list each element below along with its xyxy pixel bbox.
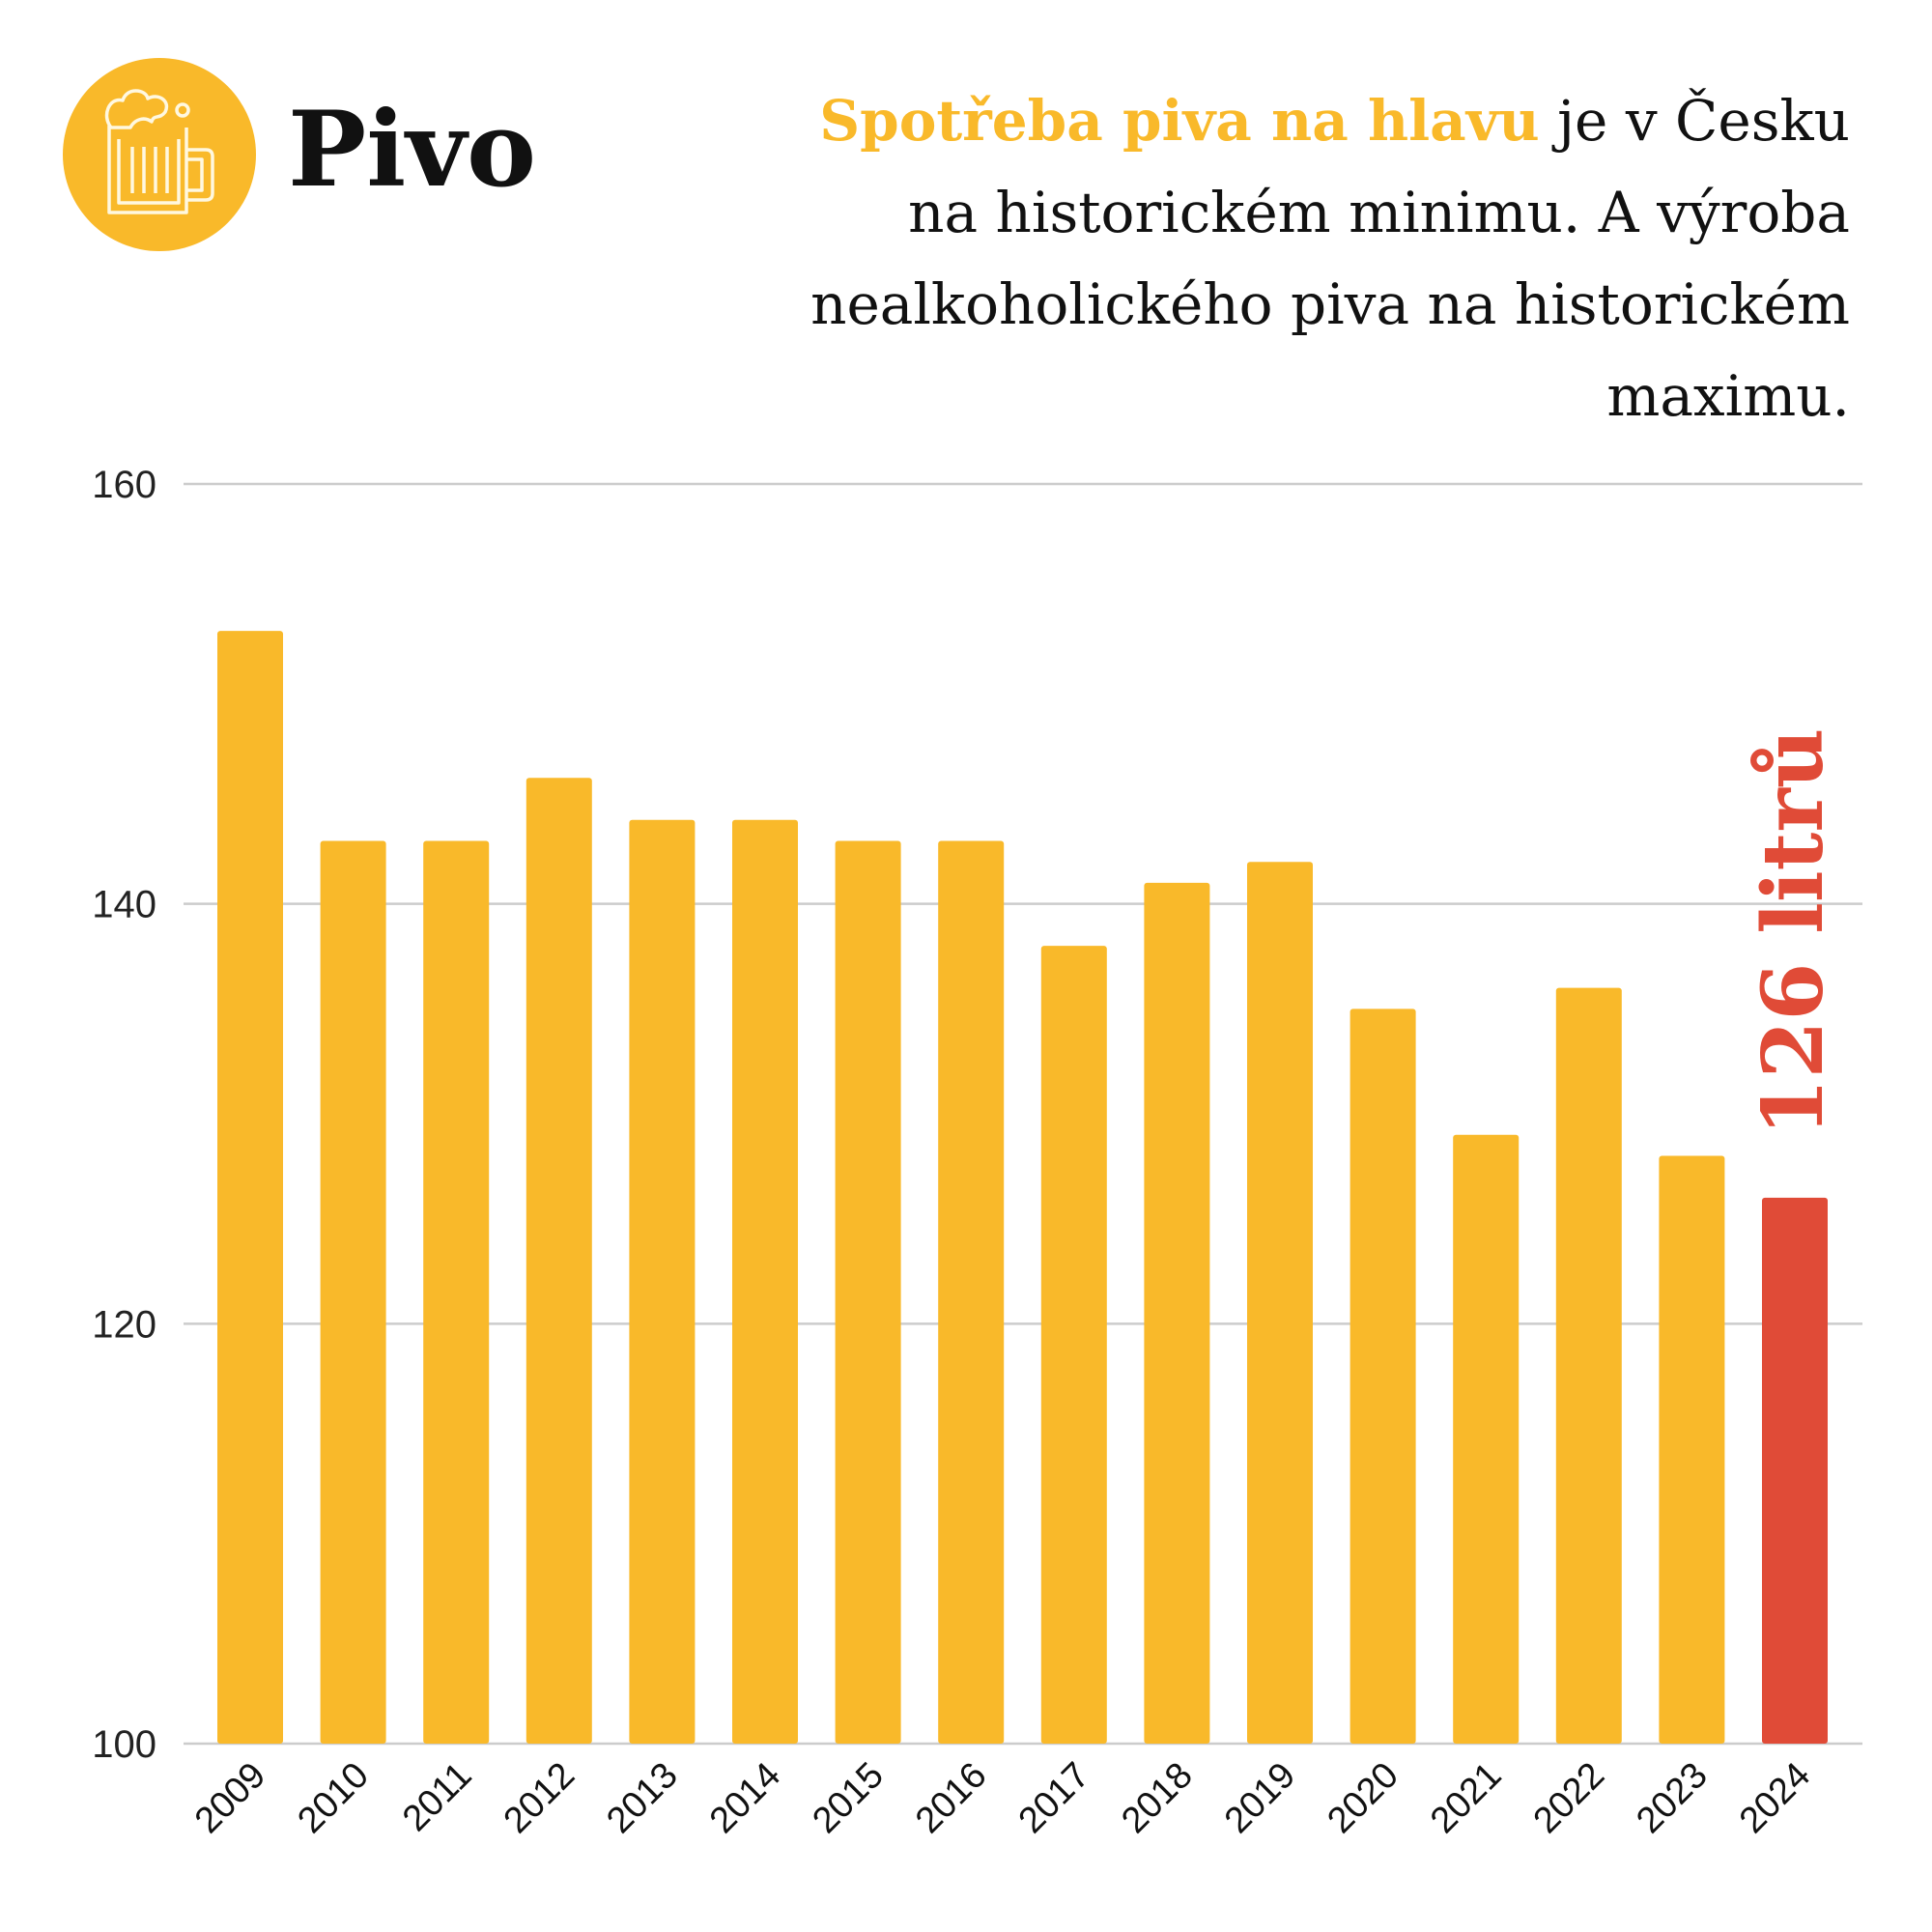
bar-2014: [732, 819, 798, 1744]
x-tick-label: 2015: [805, 1755, 891, 1841]
bar-2020: [1350, 1009, 1416, 1744]
x-tick-label: 2013: [599, 1755, 685, 1841]
y-tick-label: 140: [92, 884, 156, 926]
x-tick-label: 2023: [1629, 1755, 1715, 1841]
bar-2015: [835, 840, 901, 1744]
x-tick-label: 2011: [395, 1755, 479, 1839]
headline-text: je v Česku na historickém minimu. A výro…: [810, 88, 1850, 429]
y-tick-label: 100: [92, 1723, 156, 1766]
x-tick-label: 2017: [1011, 1755, 1097, 1841]
bar-2012: [526, 778, 592, 1744]
x-tick-label: 2018: [1114, 1755, 1200, 1841]
bar-2023: [1659, 1155, 1725, 1744]
headline-highlight: Spotřeba piva na hlavu: [819, 88, 1540, 154]
y-tick-label: 160: [92, 464, 156, 506]
bar-2018: [1144, 882, 1210, 1744]
x-tick-label: 2019: [1217, 1755, 1303, 1841]
bar-2013: [629, 819, 696, 1744]
bar-2024: [1762, 1197, 1828, 1744]
bar-2011: [423, 840, 490, 1744]
beer-mug-icon: [63, 58, 256, 251]
bar-2019: [1247, 862, 1313, 1744]
headline: Spotřeba piva na hlavu je v Česku na his…: [739, 75, 1850, 442]
bar-2021: [1453, 1134, 1520, 1744]
x-tick-label: 2020: [1320, 1755, 1406, 1841]
x-tick-label: 2016: [908, 1755, 994, 1841]
bar-2022: [1555, 987, 1622, 1744]
bar-2017: [1040, 946, 1107, 1744]
x-tick-label: 2022: [1526, 1755, 1612, 1841]
bar-2009: [217, 631, 283, 1745]
page-title: Pivo: [288, 89, 537, 211]
bar-2010: [320, 840, 386, 1744]
bar-2016: [938, 840, 1005, 1744]
x-tick-label: 2021: [1423, 1755, 1509, 1841]
y-tick-label: 120: [92, 1303, 156, 1346]
x-tick-label: 2024: [1732, 1755, 1818, 1841]
x-tick-label: 2012: [497, 1755, 582, 1841]
x-tick-label: 2010: [290, 1755, 376, 1841]
x-tick-label: 2009: [187, 1755, 273, 1841]
annotation-label: 126 litrů: [1745, 728, 1842, 1136]
x-tick-label: 2014: [702, 1755, 788, 1841]
